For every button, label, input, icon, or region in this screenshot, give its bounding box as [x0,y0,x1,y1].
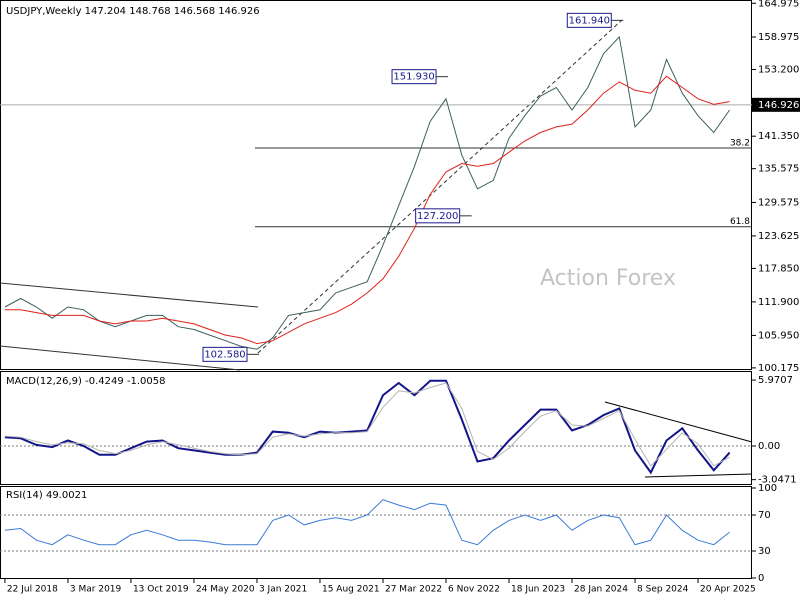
y-tick-label: 123.625 [758,231,799,242]
y-tick-label: 135.575 [758,164,799,175]
y-tick-label: 111.900 [758,297,799,308]
rsi-pane [0,486,752,579]
x-tick-label: 3 Mar 2019 [70,585,122,595]
x-tick-label: 24 May 2020 [196,585,255,595]
y-tick-label: 158.975 [758,32,799,43]
series-line [4,379,731,475]
price-pane [0,0,752,370]
series-line [4,382,730,467]
rsi-title: RSI(14) 49.0021 [6,490,87,501]
y-tick-label: 164.975 [758,0,799,9]
y-tick-label: 129.575 [758,197,799,208]
annotation-box [415,208,461,224]
macd-trend-upper [604,401,753,443]
series-line [4,75,730,345]
annotation-box [566,12,612,28]
annotation-label: 161.940 [569,15,610,26]
annotation-label: 127.200 [417,211,458,222]
y-tick-label: 117.850 [758,263,799,274]
y-tick-label: 0.00 [758,441,780,452]
annotation-box [202,346,248,362]
macd-title: MACD(12,26,9) -0.4249 -1.0058 [6,376,166,387]
fib-label: 61.8 [730,217,750,227]
x-tick-label: 13 Oct 2019 [133,585,189,595]
fib-label: 38.2 [730,138,750,148]
x-tick-label: 28 Jan 2024 [574,585,628,595]
annotation-label: 102.580 [204,349,245,360]
x-tick-label: 20 Apr 2025 [700,585,756,595]
y-tick-label: 30 [758,546,771,557]
y-tick-label: 70 [758,510,771,521]
y-tick-label: 5.9707 [758,375,793,386]
x-tick-label: 18 Jun 2023 [511,585,565,595]
macd-pane [0,371,752,485]
x-tick-label: 3 Jan 2021 [259,585,307,595]
series-line [4,35,731,350]
y-tick-label: 141.350 [758,131,799,142]
annotation-label: 151.930 [393,72,434,83]
last-price-label: 146.926 [758,100,799,111]
y-tick-label: 100 [758,483,777,494]
chart-title: USDJPY,Weekly 147.204 148.768 146.568 14… [6,6,260,17]
trend-line [257,19,623,354]
y-tick-label: 100.175 [758,363,799,374]
x-tick-label: 15 Aug 2021 [322,585,380,595]
y-tick-label: 153.200 [758,65,799,76]
annotation-box [391,69,437,85]
watermark: Action Forex [540,266,676,291]
x-tick-label: 27 Mar 2022 [385,585,442,595]
macd-trend-lower [644,473,753,478]
x-tick-label: 8 Sep 2024 [637,585,689,595]
series-line [4,499,730,546]
x-tick-label: 6 Nov 2022 [448,585,500,595]
y-tick-label: 0 [758,573,764,584]
y-tick-label: -3.0471 [758,475,797,486]
x-tick-label: 22 Jul 2018 [7,585,58,595]
y-tick-label: 105.950 [758,330,799,341]
channel-lower [0,345,241,371]
channel-upper [0,282,259,308]
last-price-box [752,97,800,112]
